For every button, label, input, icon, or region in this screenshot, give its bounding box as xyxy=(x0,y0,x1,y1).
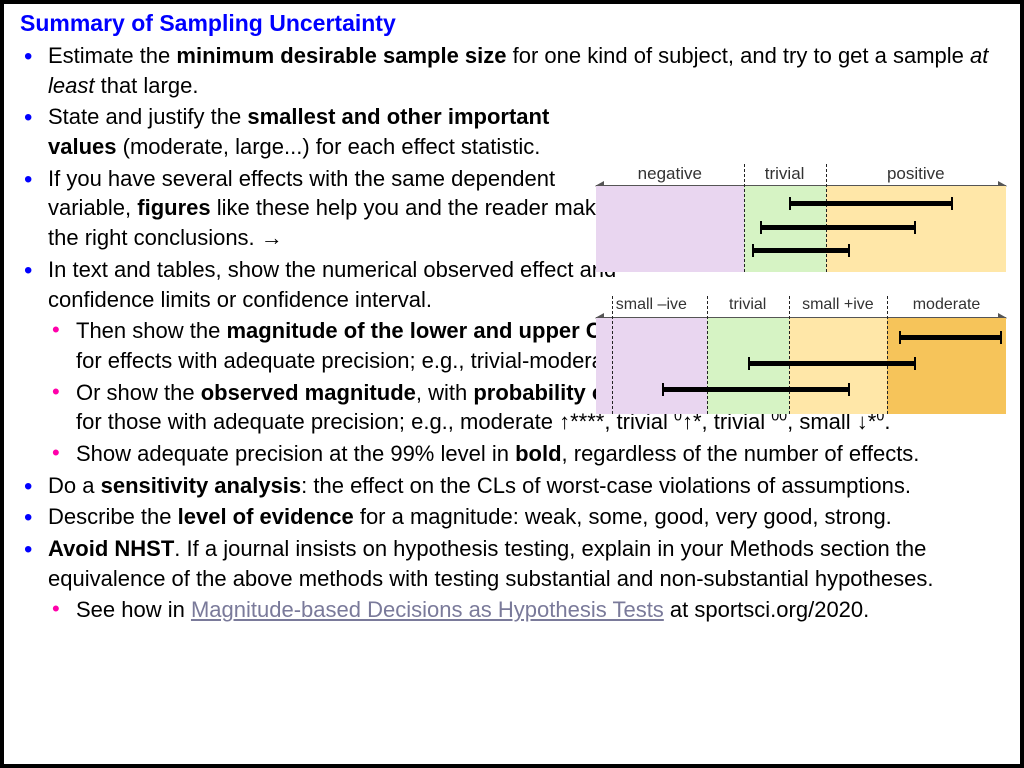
slide-title: Summary of Sampling Uncertainty xyxy=(20,10,1004,37)
divider-line xyxy=(789,296,790,414)
link-mbd-hypothesis-tests[interactable]: Magnitude-based Decisions as Hypothesis … xyxy=(191,597,664,622)
divider-line xyxy=(826,164,827,272)
ci-bar xyxy=(662,387,851,392)
zone-label: negative xyxy=(596,164,744,186)
bullet-6: Describe the level of evidence for a mag… xyxy=(20,502,1004,532)
divider-line xyxy=(744,164,745,272)
zone-label: positive xyxy=(826,164,1006,186)
bullet-1: Estimate the minimum desirable sample si… xyxy=(20,41,1004,100)
divider-line xyxy=(707,296,708,414)
sub-list-7: See how in Magnitude-based Decisions as … xyxy=(48,595,1004,625)
ci-bar xyxy=(748,361,916,366)
bullet-7: Avoid NHST. If a journal insists on hypo… xyxy=(20,534,1004,625)
bullet-7-1: See how in Magnitude-based Decisions as … xyxy=(48,595,1004,625)
divider-line xyxy=(612,296,613,414)
bullet-2: State and justify the smallest and other… xyxy=(20,102,1004,161)
slide-frame: Summary of Sampling Uncertainty Estimate… xyxy=(0,0,1024,768)
zone-label: trivial xyxy=(744,164,826,186)
bullet-5: Do a sensitivity analysis: the effect on… xyxy=(20,471,1004,501)
divider-line xyxy=(887,296,888,414)
ci-bar xyxy=(752,248,850,253)
figure-panel: negativetrivialpositive small –ivetrivia… xyxy=(596,164,1006,438)
magnitude-chart-1: negativetrivialpositive xyxy=(596,164,1006,272)
zone-label: moderate xyxy=(887,296,1006,318)
zone xyxy=(596,186,744,272)
bullet-4-3: Show adequate precision at the 99% level… xyxy=(48,439,1004,469)
zone-label: trivial xyxy=(707,296,789,318)
ci-bar xyxy=(760,225,916,230)
zone-label: small +ive xyxy=(789,296,887,318)
right-arrow-icon: → xyxy=(261,225,283,250)
magnitude-chart-2: small –ivetrivialsmall +ivemoderate xyxy=(596,296,1006,414)
ci-bar xyxy=(789,201,953,206)
ci-bar xyxy=(899,335,1002,340)
